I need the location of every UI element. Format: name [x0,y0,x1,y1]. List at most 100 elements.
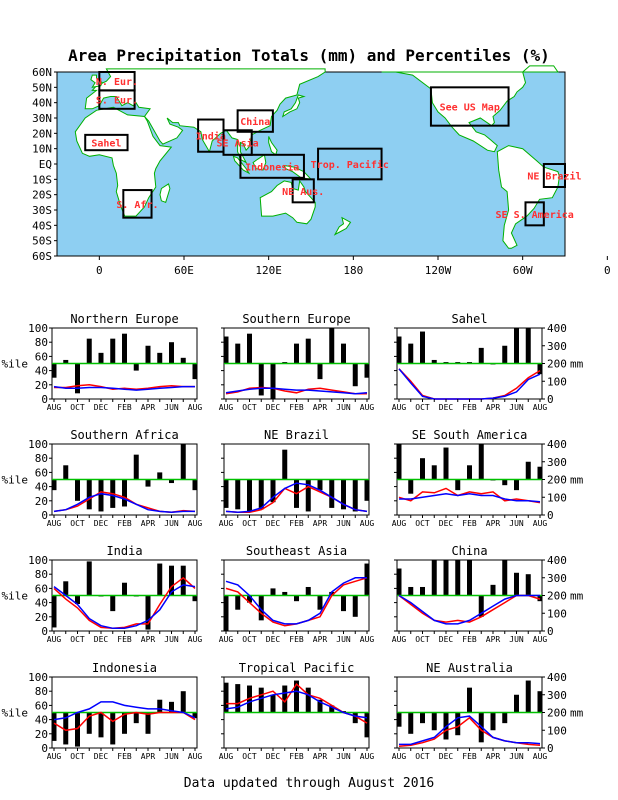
percentile-bar [157,352,163,364]
lat-label: EQ [39,158,52,171]
percentile-bar [455,560,461,596]
percentile-bar [75,595,80,605]
red-line [54,384,195,390]
region-label: S. Eur. [96,96,138,107]
x-tick-label: DEC [266,635,281,644]
percentile-bar [75,479,80,501]
x-tick-label: JUN [509,752,524,761]
percentile-bar [180,444,186,480]
region-label: NE Aus. [282,187,324,198]
x-tick-label: DEC [266,752,281,761]
x-tick-label: AUG [219,635,234,644]
map-land-borneo [252,153,267,171]
y-tick-label: 40 [35,714,48,727]
y-tick-label: 60 [35,350,48,363]
x-tick-label: AUG [47,403,62,412]
region-label: N. Eur. [96,77,138,88]
x-tick-label: FEB [117,403,132,412]
percentile-bar [133,454,139,480]
region-box [291,178,315,204]
percentile-bar [514,572,519,596]
y-tick-label: 60 [35,582,48,595]
percentile-bar [258,687,264,713]
y2-tick-label: 400 [547,322,567,335]
region-box [98,89,136,110]
percentile-bar [192,712,198,719]
y2-tick-label: 200 [547,707,567,720]
lon-label: 60W [513,264,533,277]
x-tick-label: FEB [117,752,132,761]
percentile-bar [305,586,311,596]
y-axis-label: %ile [2,474,29,487]
panel-se-south-america: SE South America 0 100 200 300 400 mm AUG OCT DEC… [392,428,584,528]
region-label: Trop. Pacific [311,159,389,171]
x-tick-label: AUG [219,403,234,412]
percentile-bar [502,345,508,364]
x-tick-label: FEB [289,752,304,761]
percentile-bar [282,685,288,713]
percentile-bar [317,595,323,610]
y2-tick-label: 0 [547,509,554,522]
x-tick-label: AUG [392,403,407,412]
percentile-bar [490,584,496,596]
lat-label: 10S [32,173,52,186]
percentile-bar [455,479,461,491]
percentile-bar [122,582,127,596]
percentile-bar [341,479,346,510]
y-tick-label: 20 [35,495,48,508]
red-line [398,487,541,504]
percentile-bar [270,363,276,399]
y2-axis-label: mm [570,590,584,603]
percentile-bar [514,479,519,491]
lat-label: 50S [32,235,52,248]
panel-southern-europe: Southern Europe AUG OCT DEC FEB APR JUN AUG [219,312,375,412]
blue-line [225,387,368,395]
panel-title: China [451,544,487,558]
y-tick-label: 40 [35,365,48,378]
percentile-bar [145,712,151,734]
region-box [429,86,510,127]
percentile-bar [420,712,425,724]
percentile-bar [514,328,519,364]
percentile-bar [122,479,127,507]
panel-title: Indonesia [92,661,157,675]
lat-label: 60N [32,66,52,79]
x-tick-label: AUG [47,752,62,761]
y2-tick-label: 400 [547,554,567,567]
percentile-bar [317,479,323,491]
lat-label: 50N [32,81,52,94]
percentile-bar [145,479,151,487]
x-tick-label: DEC [94,752,109,761]
x-tick-label: FEB [462,635,477,644]
percentile-bar [514,694,519,713]
y-tick-label: 20 [35,611,48,624]
y2-tick-label: 0 [547,625,554,638]
lon-label: 120W [425,264,452,277]
x-tick-label: DEC [94,635,109,644]
x-tick-label: AUG [533,403,548,412]
percentile-bar [223,336,229,364]
percentile-bar [478,595,484,617]
lon-label: 180 [343,264,363,277]
percentile-bar [443,560,449,596]
percentile-bar [145,345,151,364]
percentile-bar [169,479,174,484]
x-tick-label: OCT [415,519,430,528]
x-tick-label: JUN [336,519,351,528]
region-label: See US Map [440,103,500,114]
percentile-bar [341,595,346,612]
percentile-bar [364,363,370,378]
x-tick-label: AUG [533,752,548,761]
percentile-bar [341,343,346,364]
x-tick-label: OCT [70,635,85,644]
x-tick-label: APR [141,403,156,412]
percentile-bar [247,333,252,364]
map-land-australia [259,179,316,225]
percentile-bar [75,712,80,747]
region-box [317,147,383,181]
x-tick-label: JUN [509,403,524,412]
percentile-bar [180,357,186,364]
percentile-bar [145,595,151,630]
